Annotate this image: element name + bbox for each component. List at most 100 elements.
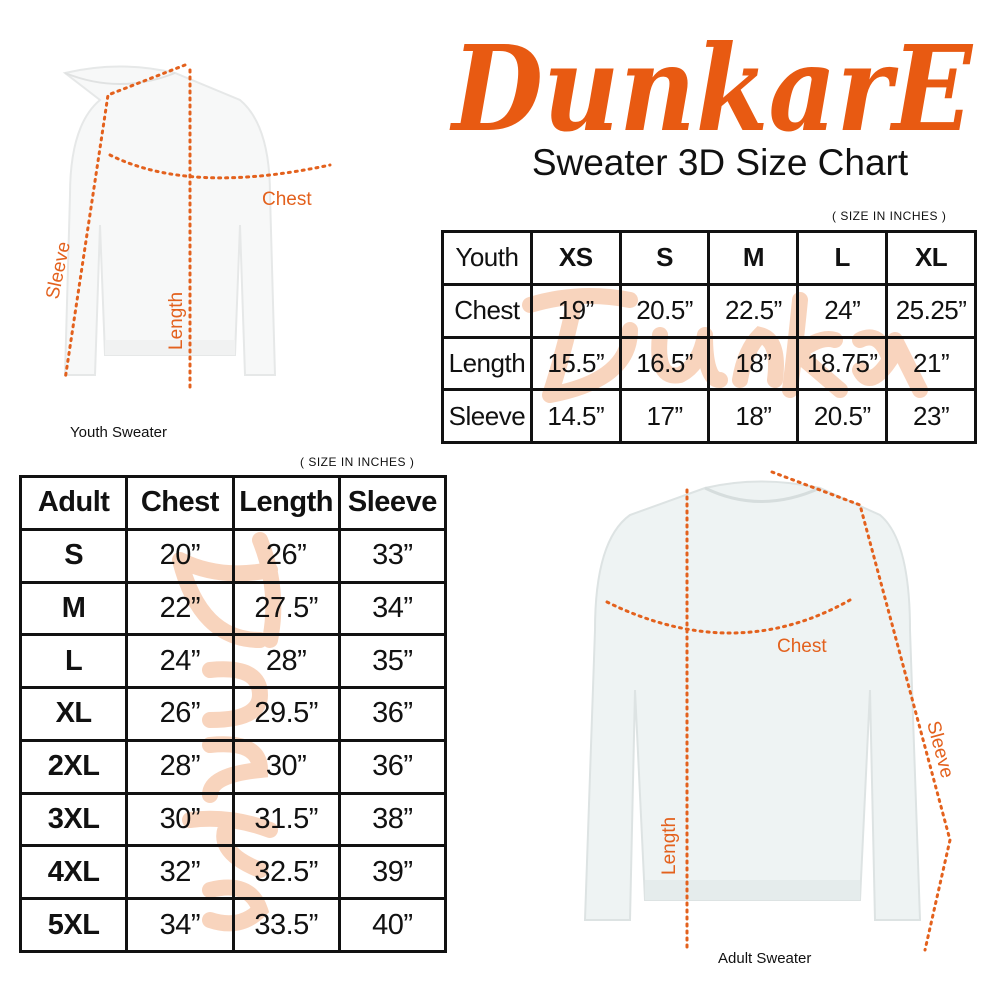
value-cell: 36” xyxy=(337,738,448,795)
table-row: Sleeve 14.5” 17” 18” 20.5” 23” xyxy=(441,388,977,444)
value-cell: 15.5” xyxy=(529,335,622,392)
table-row: S 20” 26” 33” xyxy=(18,527,448,584)
cell-text: 40” xyxy=(372,908,413,941)
cell-text: 26” xyxy=(159,697,201,730)
value-cell: 23” xyxy=(885,388,977,444)
value-cell: 16.5” xyxy=(618,335,711,392)
value-cell: 30” xyxy=(125,791,235,848)
header-cell: M xyxy=(707,230,800,286)
table-row: M 22” 27.5” 34” xyxy=(18,580,448,637)
value-cell: 30” xyxy=(231,738,341,795)
header-cell: XS xyxy=(529,230,622,286)
value-cell: 40” xyxy=(337,897,448,953)
cell-text: 34” xyxy=(159,908,201,941)
value-cell: 28” xyxy=(231,633,341,690)
cell-text: 24” xyxy=(159,644,201,677)
cell-text: 16.5” xyxy=(636,347,693,378)
value-cell: 18.75” xyxy=(796,335,889,392)
header-cell: Chest xyxy=(125,475,235,531)
row-label-cell: M xyxy=(18,580,129,637)
row-label-cell: 5XL xyxy=(18,897,129,953)
cell-text: 5XL xyxy=(47,908,100,941)
cell-text: 20.5” xyxy=(813,400,871,431)
cell-text: 26” xyxy=(265,539,307,572)
cell-text: Sleeve xyxy=(347,486,437,519)
cell-text: 14.5” xyxy=(547,400,605,431)
value-cell: 24” xyxy=(125,633,235,690)
adult-chest-label: Chest xyxy=(777,636,827,657)
cell-text: 38” xyxy=(372,802,413,835)
table-row: Chest 19” 20.5” 22.5” 24” 25.25” xyxy=(441,282,977,339)
value-cell: 24” xyxy=(796,282,889,339)
cell-text: 29.5” xyxy=(254,697,318,730)
cell-text: S xyxy=(656,242,673,273)
header-cell: Youth xyxy=(441,230,533,286)
cell-text: 30” xyxy=(265,750,307,783)
cell-text: 28” xyxy=(265,644,307,677)
cell-text: 17” xyxy=(646,400,684,431)
value-cell: 34” xyxy=(337,580,448,637)
header-cell: Length xyxy=(231,475,341,531)
youth-size-table: Youth XS S M L XL Chest 19” 20.5” 22.5” 24” 25.25” L… xyxy=(441,230,977,444)
header-cell: XL xyxy=(885,230,977,286)
youth-units-note: ( SIZE IN INCHES ) xyxy=(832,209,947,223)
value-cell: 28” xyxy=(125,738,235,795)
row-label-cell: XL xyxy=(18,686,129,742)
youth-sweater-illustration: Chest Length Sleeve xyxy=(42,63,332,392)
table-row: 2XL 28” 30” 36” xyxy=(18,738,448,795)
adult-size-table: Adult Chest Length Sleeve S 20” 26” 33” M 22” 27.5… xyxy=(18,475,448,953)
cell-text: S xyxy=(64,539,84,572)
cell-text: 25.25” xyxy=(895,295,967,326)
cell-text: 36” xyxy=(372,697,413,730)
cell-text: 27.5” xyxy=(254,591,318,624)
cell-text: 32.5” xyxy=(254,855,318,888)
cell-text: 4XL xyxy=(47,855,100,888)
adult-sweater-illustration: Chest Length Sleeve xyxy=(583,470,957,952)
row-label-cell: S xyxy=(18,527,129,584)
adult-units-note: ( SIZE IN INCHES ) xyxy=(300,455,415,469)
cell-text: 32” xyxy=(159,855,201,888)
value-cell: 27.5” xyxy=(231,580,341,637)
cell-text: 34” xyxy=(372,591,413,624)
value-cell: 31.5” xyxy=(231,791,341,848)
header-cell: S xyxy=(618,230,711,286)
cell-text: L xyxy=(65,644,83,677)
row-label-cell: Length xyxy=(441,335,533,392)
cell-text: Chest xyxy=(454,295,520,326)
adult-length-label: Length xyxy=(659,817,680,875)
cell-text: 30” xyxy=(159,802,201,835)
adult-sweater-caption: Adult Sweater xyxy=(718,950,812,967)
table-row: XL 26” 29.5” 36” xyxy=(18,686,448,742)
cell-text: 23” xyxy=(913,400,950,431)
header-cell: L xyxy=(796,230,889,286)
cell-text: 18” xyxy=(735,347,772,378)
page-title: Sweater 3D Size Chart xyxy=(531,142,909,183)
cell-text: Length xyxy=(239,486,333,519)
cell-text: 36” xyxy=(372,750,413,783)
youth-sweater-caption: Youth Sweater xyxy=(70,424,168,441)
cell-text: Sleeve xyxy=(448,400,526,431)
cell-text: Adult xyxy=(37,486,110,519)
adult-sleeve-label: Sleeve xyxy=(922,719,957,781)
cell-text: 18.75” xyxy=(806,347,878,378)
cell-text: 18” xyxy=(735,400,772,431)
cell-text: 20.5” xyxy=(636,295,693,326)
cell-text: 33.5” xyxy=(254,908,318,941)
table-row: 5XL 34” 33.5” 40” xyxy=(18,897,448,953)
table-row: 3XL 30” 31.5” 38” xyxy=(18,791,448,848)
table-row: 4XL 32” 32.5” 39” xyxy=(18,844,448,901)
value-cell: 17” xyxy=(618,388,711,444)
value-cell: 39” xyxy=(337,844,448,901)
cell-text: 33” xyxy=(372,539,413,572)
cell-text: Chest xyxy=(140,486,220,519)
cell-text: XS xyxy=(558,242,593,273)
cell-text: 2XL xyxy=(47,750,100,783)
row-label-cell: 4XL xyxy=(18,844,129,901)
value-cell: 14.5” xyxy=(529,388,622,444)
cell-text: 21” xyxy=(913,347,950,378)
value-cell: 29.5” xyxy=(231,686,341,742)
cell-text: XL xyxy=(55,697,93,730)
cell-text: 3XL xyxy=(47,802,100,835)
value-cell: 36” xyxy=(337,686,448,742)
value-cell: 26” xyxy=(125,686,235,742)
